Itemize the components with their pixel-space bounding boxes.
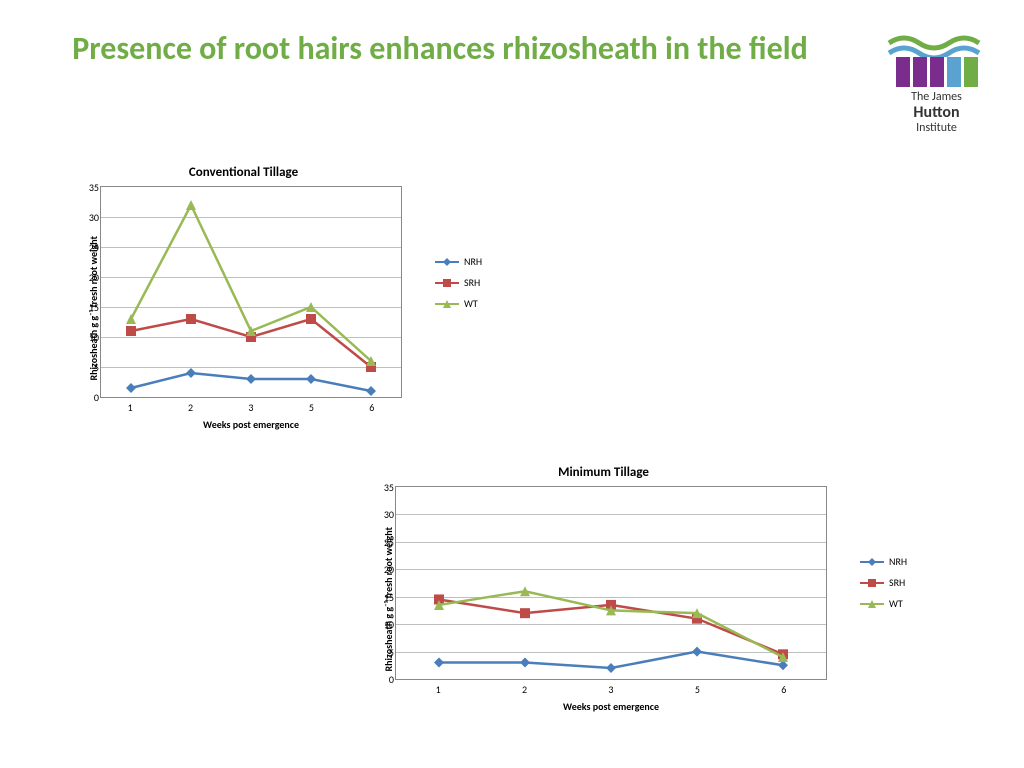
legend-label: SRH: [464, 276, 480, 289]
legend-label: NRH: [464, 255, 482, 268]
y-ticks: 05101520253035: [372, 481, 394, 673]
x-axis-label: Weeks post emergence: [100, 418, 402, 431]
x-ticks: 12356: [100, 401, 402, 414]
chart-conventional-tillage: Conventional Tillage Rhizosheath g g⁻¹ f…: [85, 165, 402, 431]
logo-line3: Institute: [884, 122, 989, 135]
y-ticks: 05101520253035: [77, 181, 99, 391]
logo-bar: [896, 57, 910, 87]
chart-title: Conventional Tillage: [85, 165, 402, 180]
legend-item: WT: [860, 597, 907, 610]
logo-bar: [930, 57, 944, 87]
legend-item: SRH: [860, 576, 907, 589]
legend-item: NRH: [435, 255, 482, 268]
x-ticks: 12356: [395, 683, 827, 696]
logo-bars-icon: [884, 57, 989, 87]
legend-item: NRH: [860, 555, 907, 568]
plot-area: 05101520253035: [100, 186, 402, 398]
logo-bar: [947, 57, 961, 87]
legend-item: SRH: [435, 276, 482, 289]
legend-label: SRH: [889, 576, 905, 589]
legend-label: NRH: [889, 555, 907, 568]
legend-item: WT: [435, 297, 482, 310]
chart-minimum-tillage: Minimum Tillage Rhizosheath g g⁻¹ fresh …: [380, 465, 827, 713]
logo-text: The James Hutton Institute: [884, 91, 989, 135]
x-axis-label: Weeks post emergence: [395, 700, 827, 713]
logo-bar: [913, 57, 927, 87]
logo-waves-icon: [884, 25, 984, 57]
legend-label: WT: [464, 297, 478, 310]
logo-bar: [964, 57, 978, 87]
chart-legend: NRH SRH WT: [435, 255, 482, 318]
legend-label: WT: [889, 597, 903, 610]
logo-line2: Hutton: [884, 104, 989, 122]
plot-area: 05101520253035: [395, 486, 827, 680]
chart-title: Minimum Tillage: [380, 465, 827, 480]
slide-title: Presence of root hairs enhances rhizoshe…: [40, 30, 840, 68]
chart-legend: NRH SRH WT: [860, 555, 907, 618]
logo: The James Hutton Institute: [884, 25, 989, 135]
